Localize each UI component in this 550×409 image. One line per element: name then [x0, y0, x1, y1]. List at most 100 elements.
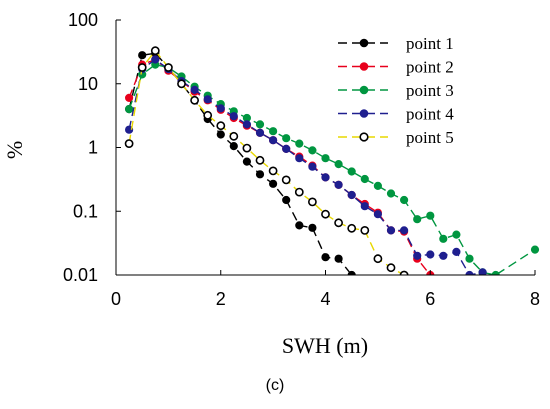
data-point-point-3	[413, 215, 422, 224]
series-line-point-1	[128, 52, 353, 275]
legend-item-point-5: point 5	[338, 128, 454, 147]
data-point-point-5	[216, 121, 226, 131]
data-point-point-5	[334, 218, 343, 228]
data-point-point-5	[321, 209, 330, 219]
legend-item-point-4: point 4	[338, 105, 454, 124]
data-point-point-5	[124, 139, 134, 148]
data-point-point-4	[242, 120, 251, 129]
data-point-point-3	[255, 120, 265, 129]
data-point-point-4	[203, 95, 212, 104]
data-point-point-4	[334, 180, 343, 189]
data-point-point-1	[334, 254, 343, 263]
y-axis-title: %	[2, 141, 27, 159]
data-point-point-4	[386, 226, 396, 235]
legend-marker-point-2	[359, 62, 369, 71]
data-point-point-3	[373, 181, 382, 190]
legend-label-point-1: point 1	[406, 34, 454, 53]
y-tick-label: 0.1	[73, 201, 98, 221]
series-line-point-4	[128, 58, 483, 275]
y-tick-label: 10	[78, 74, 98, 94]
data-point-point-5	[268, 166, 278, 176]
data-point-point-3	[334, 160, 343, 169]
data-point-point-1	[255, 170, 265, 179]
legend-label-point-5: point 5	[406, 128, 454, 147]
data-point-point-4	[347, 190, 356, 200]
data-point-point-4	[229, 112, 238, 121]
data-point-point-4	[400, 226, 409, 235]
data-point-point-5	[150, 46, 160, 56]
legend-item-point-3: point 3	[338, 81, 454, 100]
x-axis: 0 2 4 6 8	[111, 270, 540, 309]
data-point-point-4	[255, 128, 265, 137]
x-tick-label: 4	[320, 289, 330, 309]
data-point-point-5	[307, 197, 317, 207]
y-tick-label: 1	[88, 138, 98, 158]
data-point-point-1	[229, 142, 238, 151]
data-point-point-4	[308, 162, 317, 171]
data-point-point-4	[478, 268, 487, 275]
series-point-5	[124, 46, 409, 275]
series-line-point-3	[128, 63, 536, 275]
data-point-point-1	[282, 195, 291, 205]
legend-label-point-4: point 4	[406, 105, 454, 124]
x-axis-title: SWH (m)	[282, 333, 368, 358]
series-point-1	[125, 49, 356, 275]
y-tick-label: 100	[68, 10, 98, 30]
data-point-point-3	[530, 245, 540, 254]
data-point-point-5	[163, 63, 173, 72]
data-point-point-3	[125, 105, 134, 114]
legend-item-point-2: point 2	[338, 58, 454, 77]
data-point-point-4	[269, 136, 278, 145]
data-point-point-4	[426, 250, 435, 259]
data-point-point-3	[439, 234, 448, 243]
data-point-point-3	[347, 167, 356, 176]
data-point-point-3	[426, 211, 435, 220]
data-point-point-4	[439, 251, 448, 260]
data-point-point-4	[295, 154, 304, 163]
data-point-point-5	[203, 110, 213, 120]
data-point-point-5	[347, 223, 357, 233]
figure-caption: (c)	[266, 377, 285, 394]
data-point-point-4	[321, 173, 330, 182]
legend-marker-point-3	[359, 85, 369, 95]
data-point-point-5	[177, 79, 186, 89]
data-point-point-4	[190, 85, 199, 95]
legend-marker-point-4	[359, 109, 369, 118]
data-point-point-3	[321, 154, 330, 163]
legend: point 1 point 2 point 3 point 4 point 5	[338, 34, 454, 147]
data-point-point-3	[452, 230, 461, 239]
data-point-point-4	[125, 125, 134, 134]
data-point-point-3	[400, 195, 409, 205]
data-point-point-4	[282, 144, 291, 153]
data-point-point-1	[308, 223, 317, 232]
data-point-point-1	[269, 179, 278, 188]
data-point-point-5	[229, 131, 239, 141]
data-point-point-1	[242, 157, 251, 166]
data-point-point-1	[321, 253, 330, 262]
x-ticks: 0 2 4 6 8	[111, 270, 540, 309]
data-point-point-5	[281, 175, 291, 185]
data-point-point-1	[295, 221, 304, 230]
data-point-point-5	[242, 143, 252, 153]
data-point-point-3	[465, 254, 474, 263]
plot-area	[124, 46, 540, 275]
y-axis: 0.01 0.1 1 10 100	[63, 10, 121, 285]
data-point-point-3	[360, 174, 369, 184]
data-point-point-5	[294, 187, 304, 197]
series-point-3	[125, 60, 540, 275]
data-point-point-5	[190, 95, 199, 105]
data-point-point-4	[373, 210, 382, 219]
data-point-point-3	[269, 127, 278, 136]
x-tick-label: 6	[425, 289, 435, 309]
data-point-point-3	[308, 146, 317, 155]
legend-marker-point-1	[359, 38, 369, 48]
series-line-point-2	[128, 58, 431, 275]
data-point-point-4	[452, 247, 461, 256]
data-point-point-4	[216, 104, 225, 113]
data-point-point-5	[255, 155, 265, 165]
data-point-point-5	[386, 263, 396, 273]
data-point-point-3	[386, 189, 396, 198]
legend-marker-point-5	[359, 132, 369, 142]
data-point-point-1	[216, 130, 225, 139]
data-point-point-3	[295, 139, 304, 148]
